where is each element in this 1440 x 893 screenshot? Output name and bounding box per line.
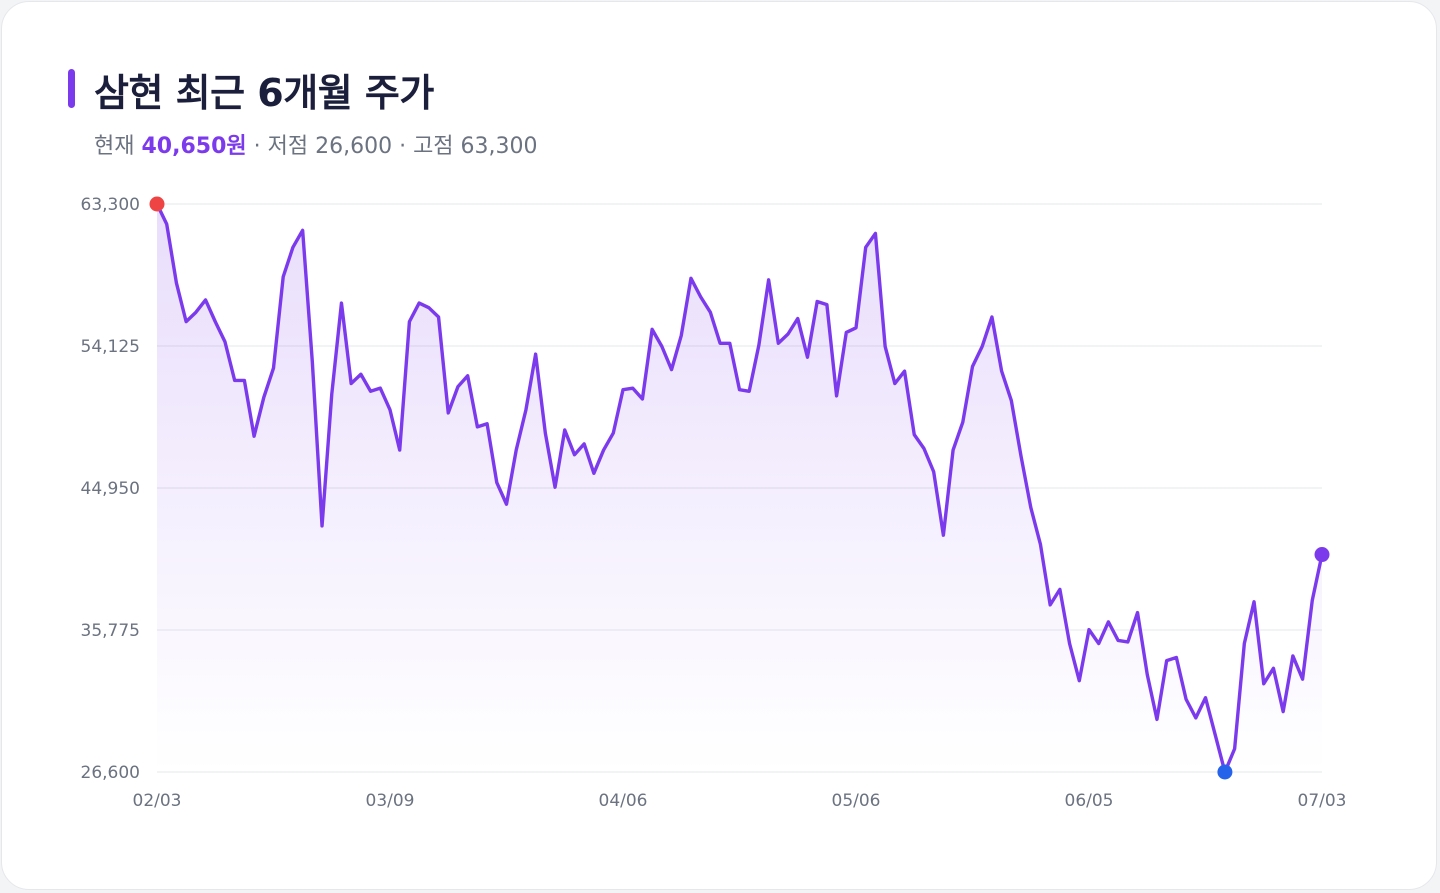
current-price: 40,650원 [141, 134, 247, 159]
x-tick-label: 05/06 [832, 791, 881, 811]
current-label: 현재 [94, 134, 135, 159]
x-tick-label: 06/05 [1065, 791, 1114, 811]
x-tick-label: 04/06 [599, 791, 648, 811]
x-tick-label: 03/09 [366, 791, 415, 811]
current-point-marker [1314, 547, 1330, 563]
price-line [155, 202, 1324, 774]
x-tick-label: 07/03 [1298, 791, 1347, 811]
markers [149, 196, 1330, 780]
price-summary: 현재 40,650원 · 저점 26,600 · 고점 63,300 [94, 128, 538, 160]
low-price: · 저점 26,600 [253, 134, 393, 159]
y-tick-label: 44,950 [81, 479, 140, 499]
chart-title: 삼현 최근 6개월 주가 [94, 71, 434, 115]
y-axis: 63,300 54,125 44,950 35,775 26,600 [81, 195, 140, 783]
high-price: · 고점 63,300 [399, 134, 538, 159]
y-tick-label: 35,775 [81, 621, 140, 641]
low-point-marker [1217, 764, 1233, 780]
high-point-marker [149, 196, 165, 212]
y-tick-label: 54,125 [81, 337, 140, 357]
y-tick-label: 26,600 [81, 763, 140, 783]
y-tick-label: 63,300 [81, 195, 140, 215]
title-accent-bar [68, 69, 75, 108]
x-tick-label: 02/03 [133, 791, 182, 811]
price-area [157, 204, 1322, 772]
